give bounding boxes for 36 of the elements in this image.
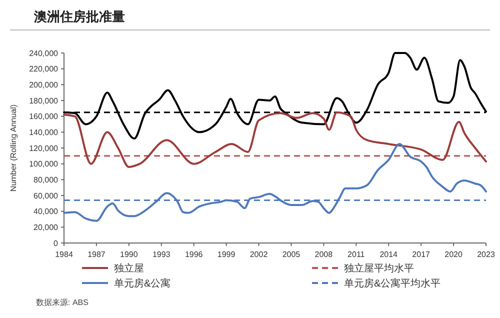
- x-tick-label: 2005: [282, 250, 301, 259]
- x-tick-label: 2014: [380, 250, 398, 259]
- x-tick-label: 1990: [120, 250, 138, 259]
- y-tick-label: 220,000: [29, 64, 59, 74]
- y-tick-label: 100,000: [29, 160, 59, 169]
- x-tick-label: 1984: [55, 250, 74, 259]
- y-tick-label: 160,000: [29, 112, 59, 122]
- y-tick-label: 200,000: [29, 80, 59, 90]
- x-tick-label: 2017: [412, 250, 431, 259]
- y-axis-title: Number (Rolling Annual): [9, 104, 18, 192]
- y-tick-label: 180,000: [29, 96, 59, 106]
- x-tick-label: 1993: [152, 250, 171, 259]
- y-tick-label: 140,000: [29, 128, 59, 137]
- y-tick-label: 0: [54, 238, 59, 248]
- chart-title: 澳洲住房批准量: [33, 9, 125, 24]
- x-tick-label: 2008: [314, 250, 334, 259]
- y-tick-label: 60,000: [34, 191, 59, 200]
- legend-label: 独立屋: [114, 262, 144, 274]
- x-tick-label: 2002: [250, 250, 268, 259]
- y-tick-label: 80,000: [34, 175, 59, 184]
- legend-label: 单元房&公寓: [114, 278, 171, 290]
- legend-label: 独立屋平均水平: [344, 262, 414, 274]
- line-series: [63, 143, 487, 222]
- x-tick-label: 2023: [477, 250, 496, 259]
- x-tick-label: 1996: [184, 250, 204, 259]
- x-tick-label: 2011: [348, 250, 366, 259]
- y-tick-label: 240,000: [29, 48, 59, 58]
- x-tick-label: 1987: [88, 250, 106, 259]
- x-tick-label: 2020: [444, 250, 463, 259]
- source-note: 数据来源: ABS: [36, 298, 88, 307]
- line-series: [63, 111, 487, 168]
- y-tick-label: 120,000: [29, 144, 59, 153]
- y-tick-label: 40,000: [34, 207, 59, 216]
- x-tick-label: 1999: [217, 250, 236, 259]
- y-tick-label: 20,000: [34, 222, 59, 232]
- legend-label: 单元房&公寓平均水平: [344, 278, 441, 290]
